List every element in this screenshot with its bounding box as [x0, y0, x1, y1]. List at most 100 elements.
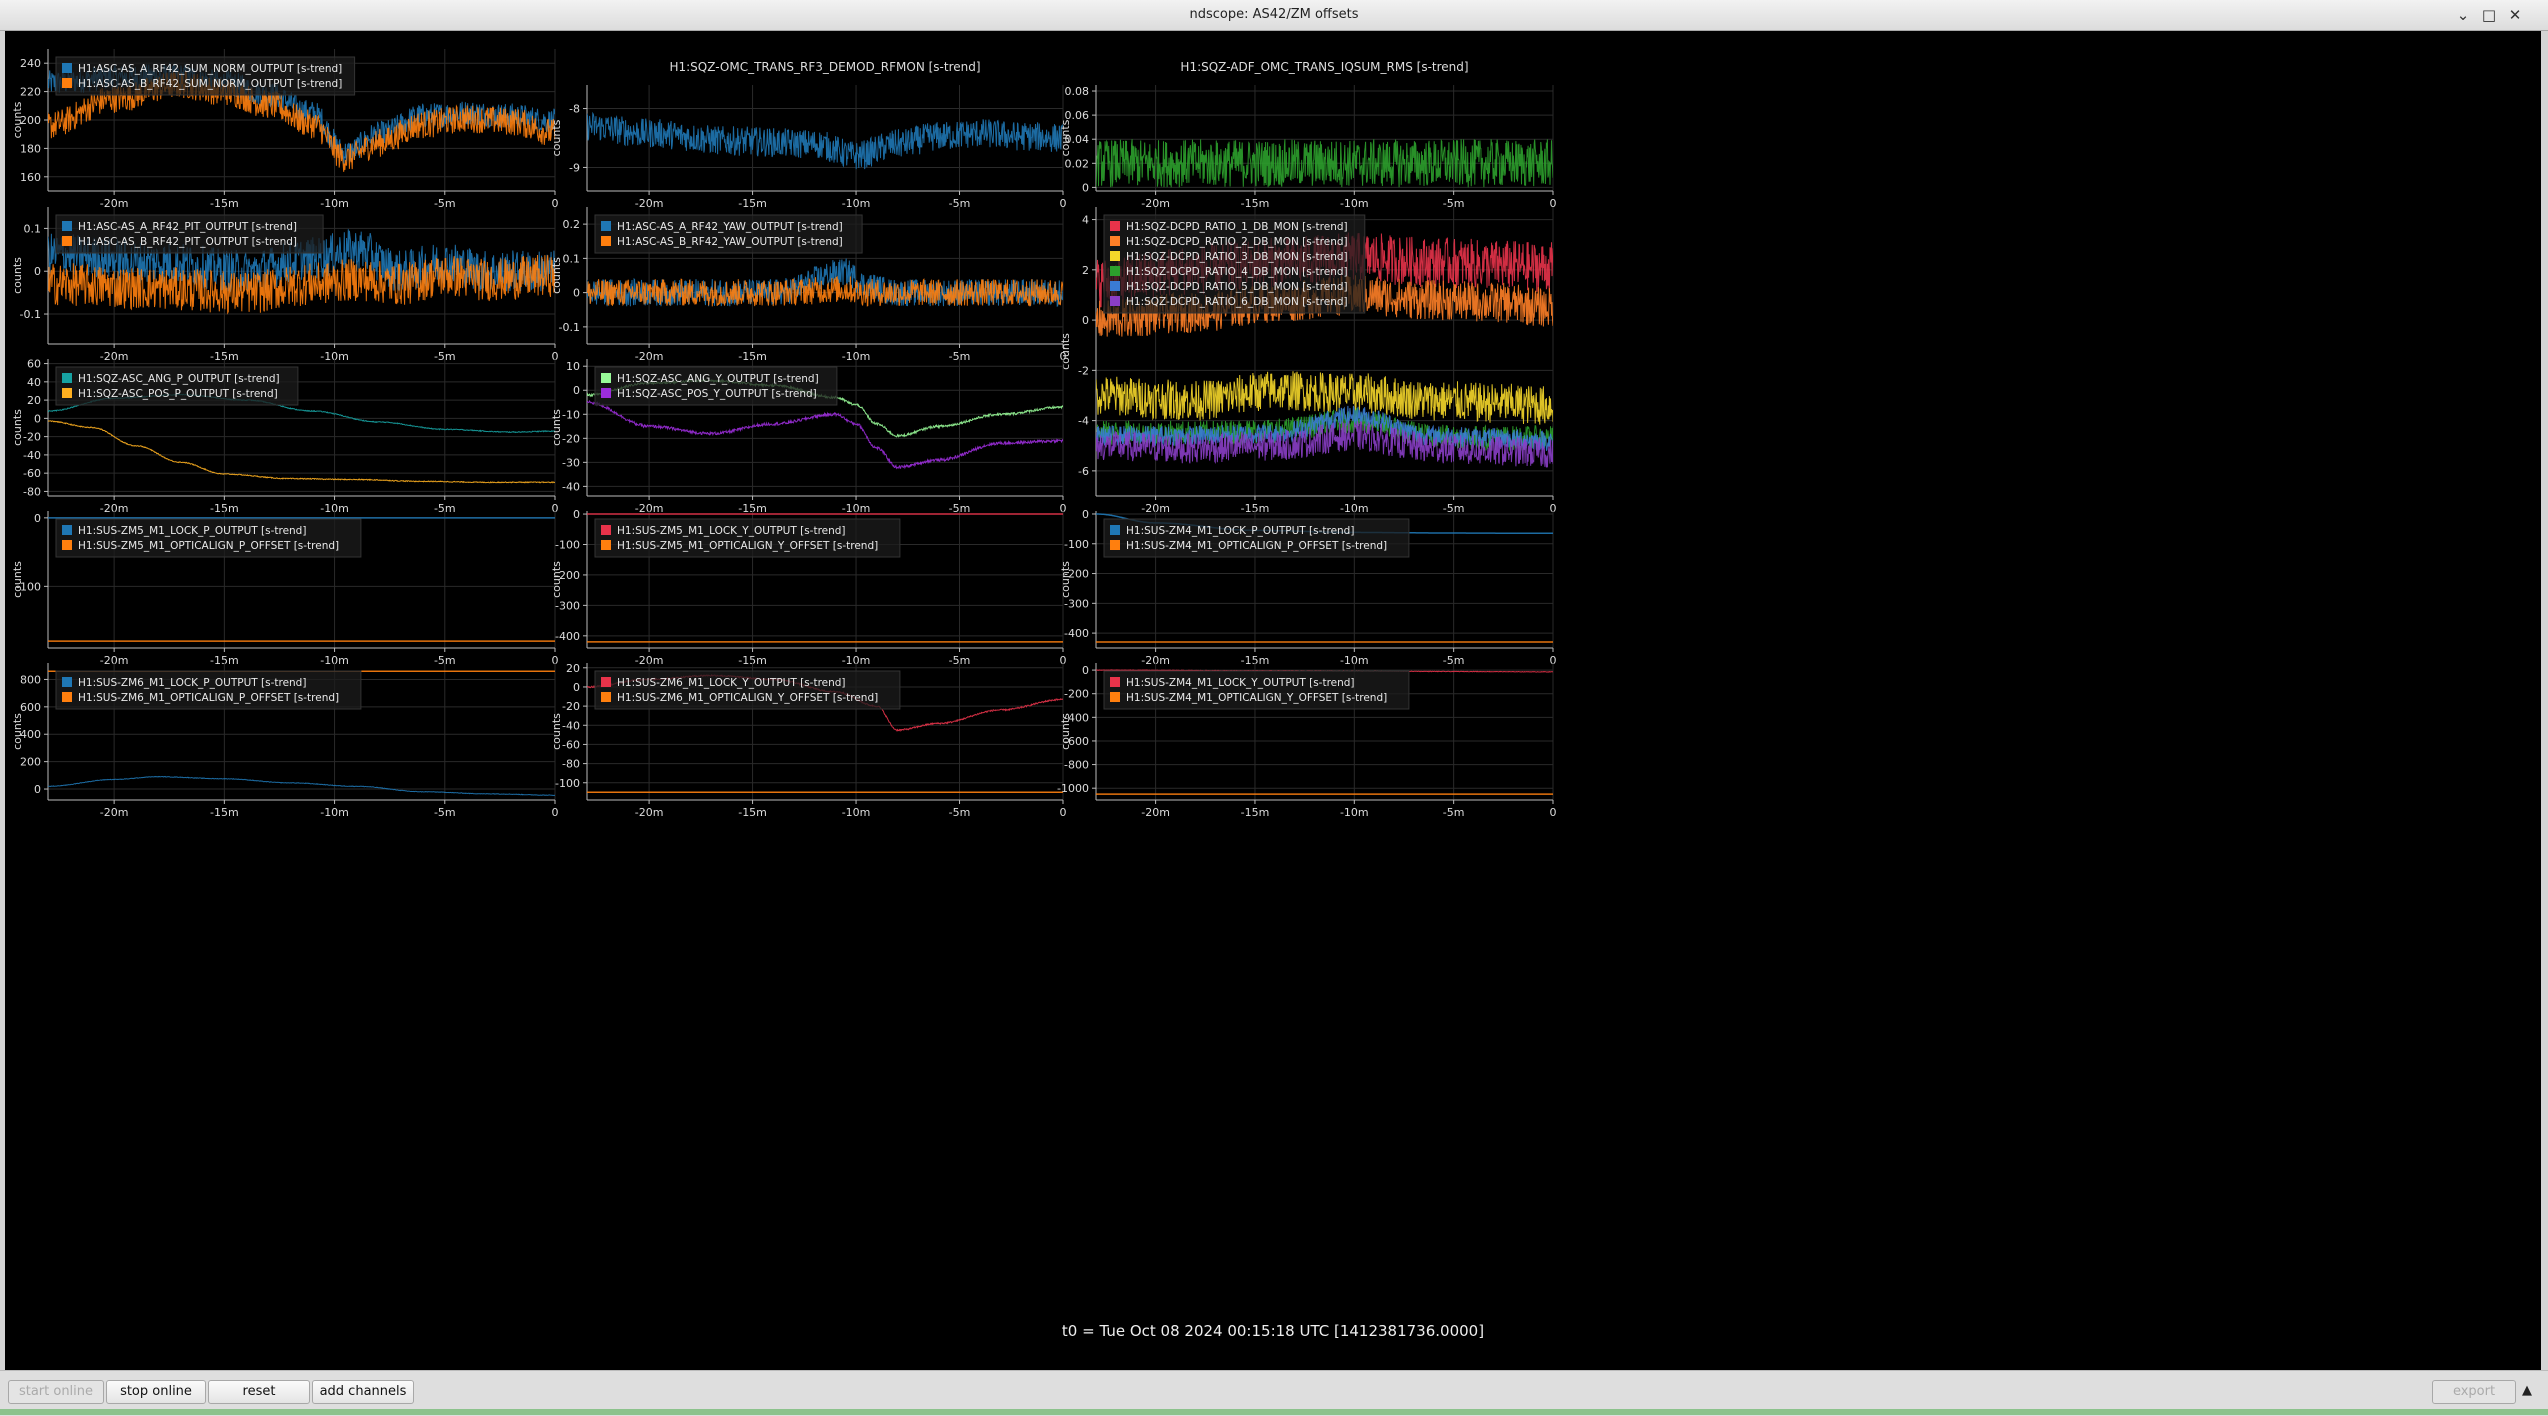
y-tick-label: -100: [555, 777, 580, 790]
y-tick-label: 220: [20, 86, 41, 99]
legend-label: H1:SUS-ZM5_M1_LOCK_P_OUTPUT [s-trend]: [78, 525, 306, 537]
legend-swatch: [1110, 281, 1120, 291]
y-tick-label: 0.1: [563, 252, 581, 265]
legend-label: H1:SQZ-DCPD_RATIO_3_DB_MON [s-trend]: [1126, 251, 1348, 263]
x-tick-label: -5m: [949, 806, 971, 819]
x-tick-label: -5m: [434, 806, 456, 819]
plot-panel-6[interactable]: -20m -15m -10m -5m 0 4 2 0 -2 -4 -6 counts H1:SQZ-DC…: [1059, 207, 1557, 515]
y-tick-label: 20: [566, 662, 580, 675]
plot-panel-2[interactable]: -20m -15m -10m -5m 0 -8 -9 counts H1:SQZ-OMC_TRA…: [550, 60, 1067, 210]
legend-swatch: [62, 692, 72, 702]
chevron-down-icon[interactable]: ⌄: [2456, 6, 2470, 24]
x-tick-label: -20m: [1141, 806, 1170, 819]
x-tick-label: -10m: [320, 350, 349, 363]
legend-swatch: [1110, 296, 1120, 306]
x-tick-label: 0: [552, 654, 559, 667]
legend-swatch: [1110, 236, 1120, 246]
x-tick-label: -10m: [1340, 654, 1369, 667]
x-tick-label: -5m: [1443, 502, 1465, 515]
y-axis-label: counts: [550, 257, 563, 294]
legend-label: H1:ASC-AS_A_RF42_SUM_NORM_OUTPUT [s-tren…: [78, 63, 342, 75]
stop-online-button[interactable]: stop online: [106, 1380, 206, 1404]
y-axis-label: counts: [550, 561, 563, 598]
plot-panel-10[interactable]: -20m -15m -10m -5m 0 0 -100 -200 -300 -400 counts H…: [550, 508, 1067, 667]
y-tick-label: 10: [566, 360, 580, 373]
legend-swatch: [601, 525, 611, 535]
x-tick-label: -5m: [434, 502, 456, 515]
x-tick-label: -20m: [1141, 654, 1170, 667]
title-bar: ndscope: AS42/ZM offsets ⌄ □ ✕: [0, 0, 2548, 31]
y-tick-label: -600: [1064, 735, 1089, 748]
series-line: [48, 70, 555, 172]
y-tick-label: -2: [1078, 364, 1089, 377]
y-axis-label: counts: [11, 561, 24, 598]
plot-panel-4[interactable]: -20m -15m -10m -5m 0 0.1 0 -0.1 counts H1:ASC-AS_…: [11, 207, 559, 363]
y-tick-label: 160: [20, 171, 41, 184]
legend-label: H1:SUS-ZM5_M1_LOCK_Y_OUTPUT [s-trend]: [617, 525, 846, 537]
y-tick-label: -40: [23, 449, 41, 462]
legend-label: H1:SQZ-DCPD_RATIO_4_DB_MON [s-trend]: [1126, 266, 1348, 278]
y-tick-label: 0: [573, 287, 580, 300]
y-axis-label: counts: [550, 713, 563, 750]
x-tick-label: -15m: [738, 806, 767, 819]
plot-panel-1[interactable]: -20m -15m -10m -5m 0 160 180 200 220 240 counts H1:…: [11, 49, 559, 210]
legend-label: H1:SQZ-ASC_POS_Y_OUTPUT [s-trend]: [617, 388, 817, 400]
y-tick-label: -1000: [1057, 782, 1089, 795]
x-tick-label: -20m: [100, 806, 129, 819]
plot-panel-7[interactable]: -20m -15m -10m -5m 0 60 40 20 0 -20 -40 -60 -80 count…: [11, 358, 559, 515]
plot-panel-3[interactable]: -20m -15m -10m -5m 0 0 0.02 0.04 0.06 0.08 counts H…: [1059, 60, 1557, 210]
plot-panel-8[interactable]: -20m -15m -10m -5m 0 10 0 -10 -20 -30 -40 counts H1:…: [550, 359, 1067, 515]
y-tick-label: 0.08: [1065, 85, 1090, 98]
legend-box: [55, 670, 362, 710]
x-tick-label: -5m: [434, 350, 456, 363]
maximize-icon[interactable]: □: [2481, 6, 2497, 24]
plot-area[interactable]: -20m -15m -10m -5m 0 160 180 200 220 240 counts H1:…: [5, 31, 2541, 1370]
y-tick-label: 0: [573, 508, 580, 521]
series-line: [48, 229, 555, 293]
close-icon[interactable]: ✕: [2508, 6, 2522, 24]
plot-panel-5[interactable]: -20m -15m -10m -5m 0 0.2 0.1 0 -0.1 counts H1:ASC-…: [550, 207, 1067, 363]
legend-label: H1:SQZ-ASC_POS_P_OUTPUT [s-trend]: [78, 388, 278, 400]
y-axis-label: counts: [1059, 119, 1072, 156]
series-line: [48, 254, 555, 315]
legend-swatch: [62, 525, 72, 535]
plot-canvas[interactable]: -20m -15m -10m -5m 0160180200220240countsH1:…: [5, 31, 2541, 1370]
x-tick-label: -5m: [949, 502, 971, 515]
y-tick-label: -200: [555, 569, 580, 582]
start-online-button[interactable]: start online: [8, 1380, 104, 1404]
legend-label: H1:SQZ-DCPD_RATIO_1_DB_MON [s-trend]: [1126, 221, 1348, 233]
t0-label: t0 = Tue Oct 08 2024 00:15:18 UTC [14123…: [1062, 1322, 1484, 1340]
add-channels-button[interactable]: add channels: [312, 1380, 414, 1404]
plot-panel-13[interactable]: -20m -15m -10m -5m 0 20 0 -20 -40 -60 -80 -100 count…: [550, 662, 1067, 819]
x-tick-label: -20m: [100, 654, 129, 667]
plot-panel-11[interactable]: -20m -15m -10m -5m 0 0 -100 -200 -300 -400 counts H…: [1059, 508, 1557, 667]
legend-swatch: [601, 540, 611, 550]
x-tick-label: -15m: [210, 654, 239, 667]
y-tick-label: 180: [20, 142, 41, 155]
x-tick-label: 0: [1550, 806, 1557, 819]
export-button[interactable]: export: [2432, 1380, 2516, 1404]
x-tick-label: 0: [1550, 197, 1557, 210]
y-tick-label: -40: [562, 719, 580, 732]
legend-box: [1103, 670, 1410, 710]
series-line: [1096, 138, 1553, 188]
plot-panel-14[interactable]: -20m -15m -10m -5m 0 0 -200 -400 -600 -800 -1000 co…: [1057, 663, 1557, 819]
y-tick-label: 400: [20, 728, 41, 741]
y-axis-label: counts: [11, 713, 24, 750]
x-tick-label: -5m: [434, 197, 456, 210]
y-tick-label: -10: [562, 408, 580, 421]
legend-box: [55, 214, 324, 254]
x-tick-label: -5m: [949, 654, 971, 667]
reset-button[interactable]: reset: [208, 1380, 310, 1404]
y-axis-label: counts: [550, 119, 563, 156]
legend-label: H1:ASC-AS_A_RF42_YAW_OUTPUT [s-trend]: [617, 221, 843, 233]
x-tick-label: 0: [1550, 654, 1557, 667]
x-tick-label: -5m: [949, 350, 971, 363]
window-title: ndscope: AS42/ZM offsets: [1189, 7, 1359, 22]
plot-panel-12[interactable]: -20m -15m -10m -5m 0 800 600 400 200 0 counts H1:SU…: [11, 663, 559, 819]
y-tick-label: 0: [34, 512, 41, 525]
series-line: [587, 276, 1063, 307]
chevron-up-icon[interactable]: ▲: [2522, 1383, 2532, 1398]
legend-swatch: [62, 63, 72, 73]
